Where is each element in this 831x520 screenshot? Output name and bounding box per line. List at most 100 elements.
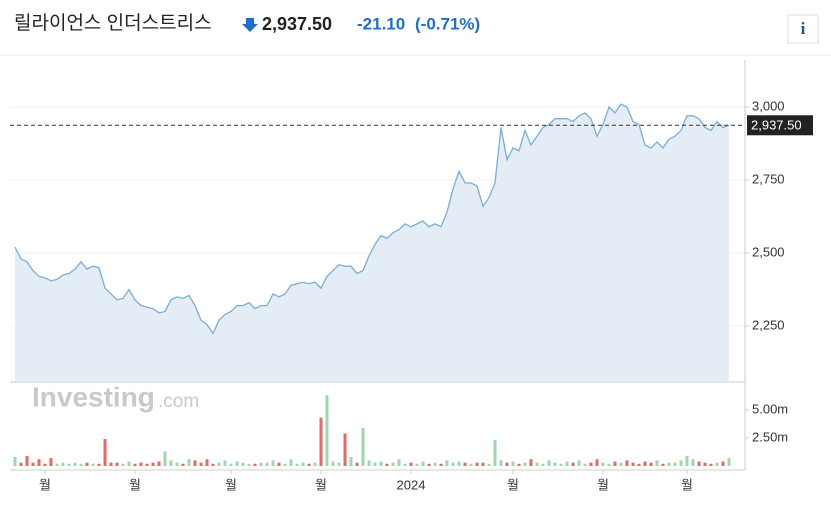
change: -21.10	[357, 14, 405, 33]
volume-bar	[19, 462, 23, 466]
volume-bar	[487, 463, 491, 466]
last-price-label: 2,937.50	[751, 118, 802, 133]
volume-bar	[49, 458, 53, 466]
volume-bar	[199, 462, 203, 466]
volume-bar	[547, 460, 551, 466]
volume-bar	[685, 455, 689, 466]
volume-bar	[25, 455, 29, 466]
volume-bar	[703, 462, 707, 466]
volume-bar	[391, 462, 395, 466]
volume-bar	[127, 461, 131, 466]
volume-bar	[529, 459, 533, 466]
y-tick-label: 2,500	[752, 245, 785, 260]
volume-bar	[433, 462, 437, 466]
volume-bar	[211, 463, 215, 466]
x-tick-label: 월	[315, 477, 327, 492]
volume-bar	[301, 462, 305, 466]
x-tick-label: 월	[681, 477, 693, 492]
y-tick-label: 2,250	[752, 318, 785, 333]
last-price-box	[747, 115, 813, 136]
volume-bar	[91, 463, 95, 466]
volume-bar	[427, 463, 431, 466]
volume-bar	[109, 462, 113, 466]
volume-bar	[85, 462, 89, 466]
volume-bar	[649, 462, 653, 466]
volume-bar	[367, 460, 371, 466]
watermark-domain: .com	[158, 391, 199, 412]
info-icon[interactable]: i	[801, 19, 806, 38]
volume-bar	[121, 463, 125, 466]
volume-bar	[61, 462, 65, 466]
volume-bar	[55, 463, 59, 466]
volume-bar	[613, 461, 617, 466]
volume-bar	[607, 463, 611, 466]
info-button[interactable]	[787, 14, 819, 44]
volume-bar	[73, 462, 77, 466]
volume-bar	[565, 461, 569, 466]
volume-bar	[289, 459, 293, 466]
volume-bar	[541, 463, 545, 466]
volume-bar	[439, 463, 443, 466]
x-tick-label: 월	[129, 477, 141, 492]
volume-bar	[493, 440, 497, 466]
volume-bar	[559, 463, 563, 466]
x-tick-label: 월	[597, 477, 609, 492]
volume-bar	[259, 462, 263, 466]
volume-bar	[625, 460, 629, 466]
volume-bar	[409, 462, 413, 466]
volume-bar	[535, 462, 539, 466]
volume-bar	[361, 427, 365, 466]
volume-bar	[43, 463, 47, 466]
volume-bar	[457, 461, 461, 466]
volume-bar	[385, 463, 389, 466]
volume-bar	[619, 462, 623, 466]
volume-bar	[13, 457, 17, 466]
volume-bar	[451, 462, 455, 466]
volume-bar	[589, 462, 593, 466]
x-tick-label: 월	[507, 477, 519, 492]
y-tick-label: 2,750	[752, 171, 785, 186]
volume-bar	[571, 462, 575, 466]
volume-bar	[415, 463, 419, 466]
x-tick-label: 월	[39, 477, 51, 492]
volume-bar	[223, 460, 227, 466]
volume-bar	[445, 460, 449, 466]
volume-bar	[103, 439, 107, 466]
volume-bar	[505, 462, 509, 466]
volume-bar	[397, 459, 401, 466]
volume-bar	[355, 462, 359, 466]
volume-bar	[337, 462, 341, 466]
volume-bar	[721, 461, 725, 466]
volume-bar	[709, 463, 713, 466]
volume-bar	[247, 463, 251, 466]
volume-bar	[667, 462, 671, 466]
volume-bar	[157, 461, 161, 466]
volume-bar	[235, 461, 239, 466]
volume-bar	[175, 462, 179, 466]
volume-bar	[253, 463, 257, 466]
x-tick-label: 2024	[397, 477, 426, 492]
volume-bar	[283, 463, 287, 466]
volume-bar	[463, 462, 467, 466]
volume-bar	[181, 463, 185, 466]
watermark-brand: Investing	[32, 381, 155, 412]
volume-bar	[469, 463, 473, 466]
volume-bar	[187, 459, 191, 466]
volume-bar	[229, 463, 233, 466]
volume-bar	[673, 462, 677, 466]
volume-bar	[511, 461, 515, 466]
volume-bar	[307, 463, 311, 466]
volume-bar	[601, 462, 605, 466]
volume-bar	[679, 460, 683, 466]
down-arrow	[242, 18, 258, 32]
volume-bar	[97, 463, 101, 466]
y2-tick-label: 2.50m	[752, 429, 788, 444]
volume-bar	[727, 458, 731, 466]
volume-bar	[331, 461, 335, 466]
volume-bar	[37, 459, 41, 466]
volume-bar	[577, 460, 581, 466]
volume-bar	[475, 462, 479, 466]
volume-bar	[643, 461, 647, 466]
volume-bar	[115, 462, 119, 466]
volume-bar	[313, 462, 317, 466]
